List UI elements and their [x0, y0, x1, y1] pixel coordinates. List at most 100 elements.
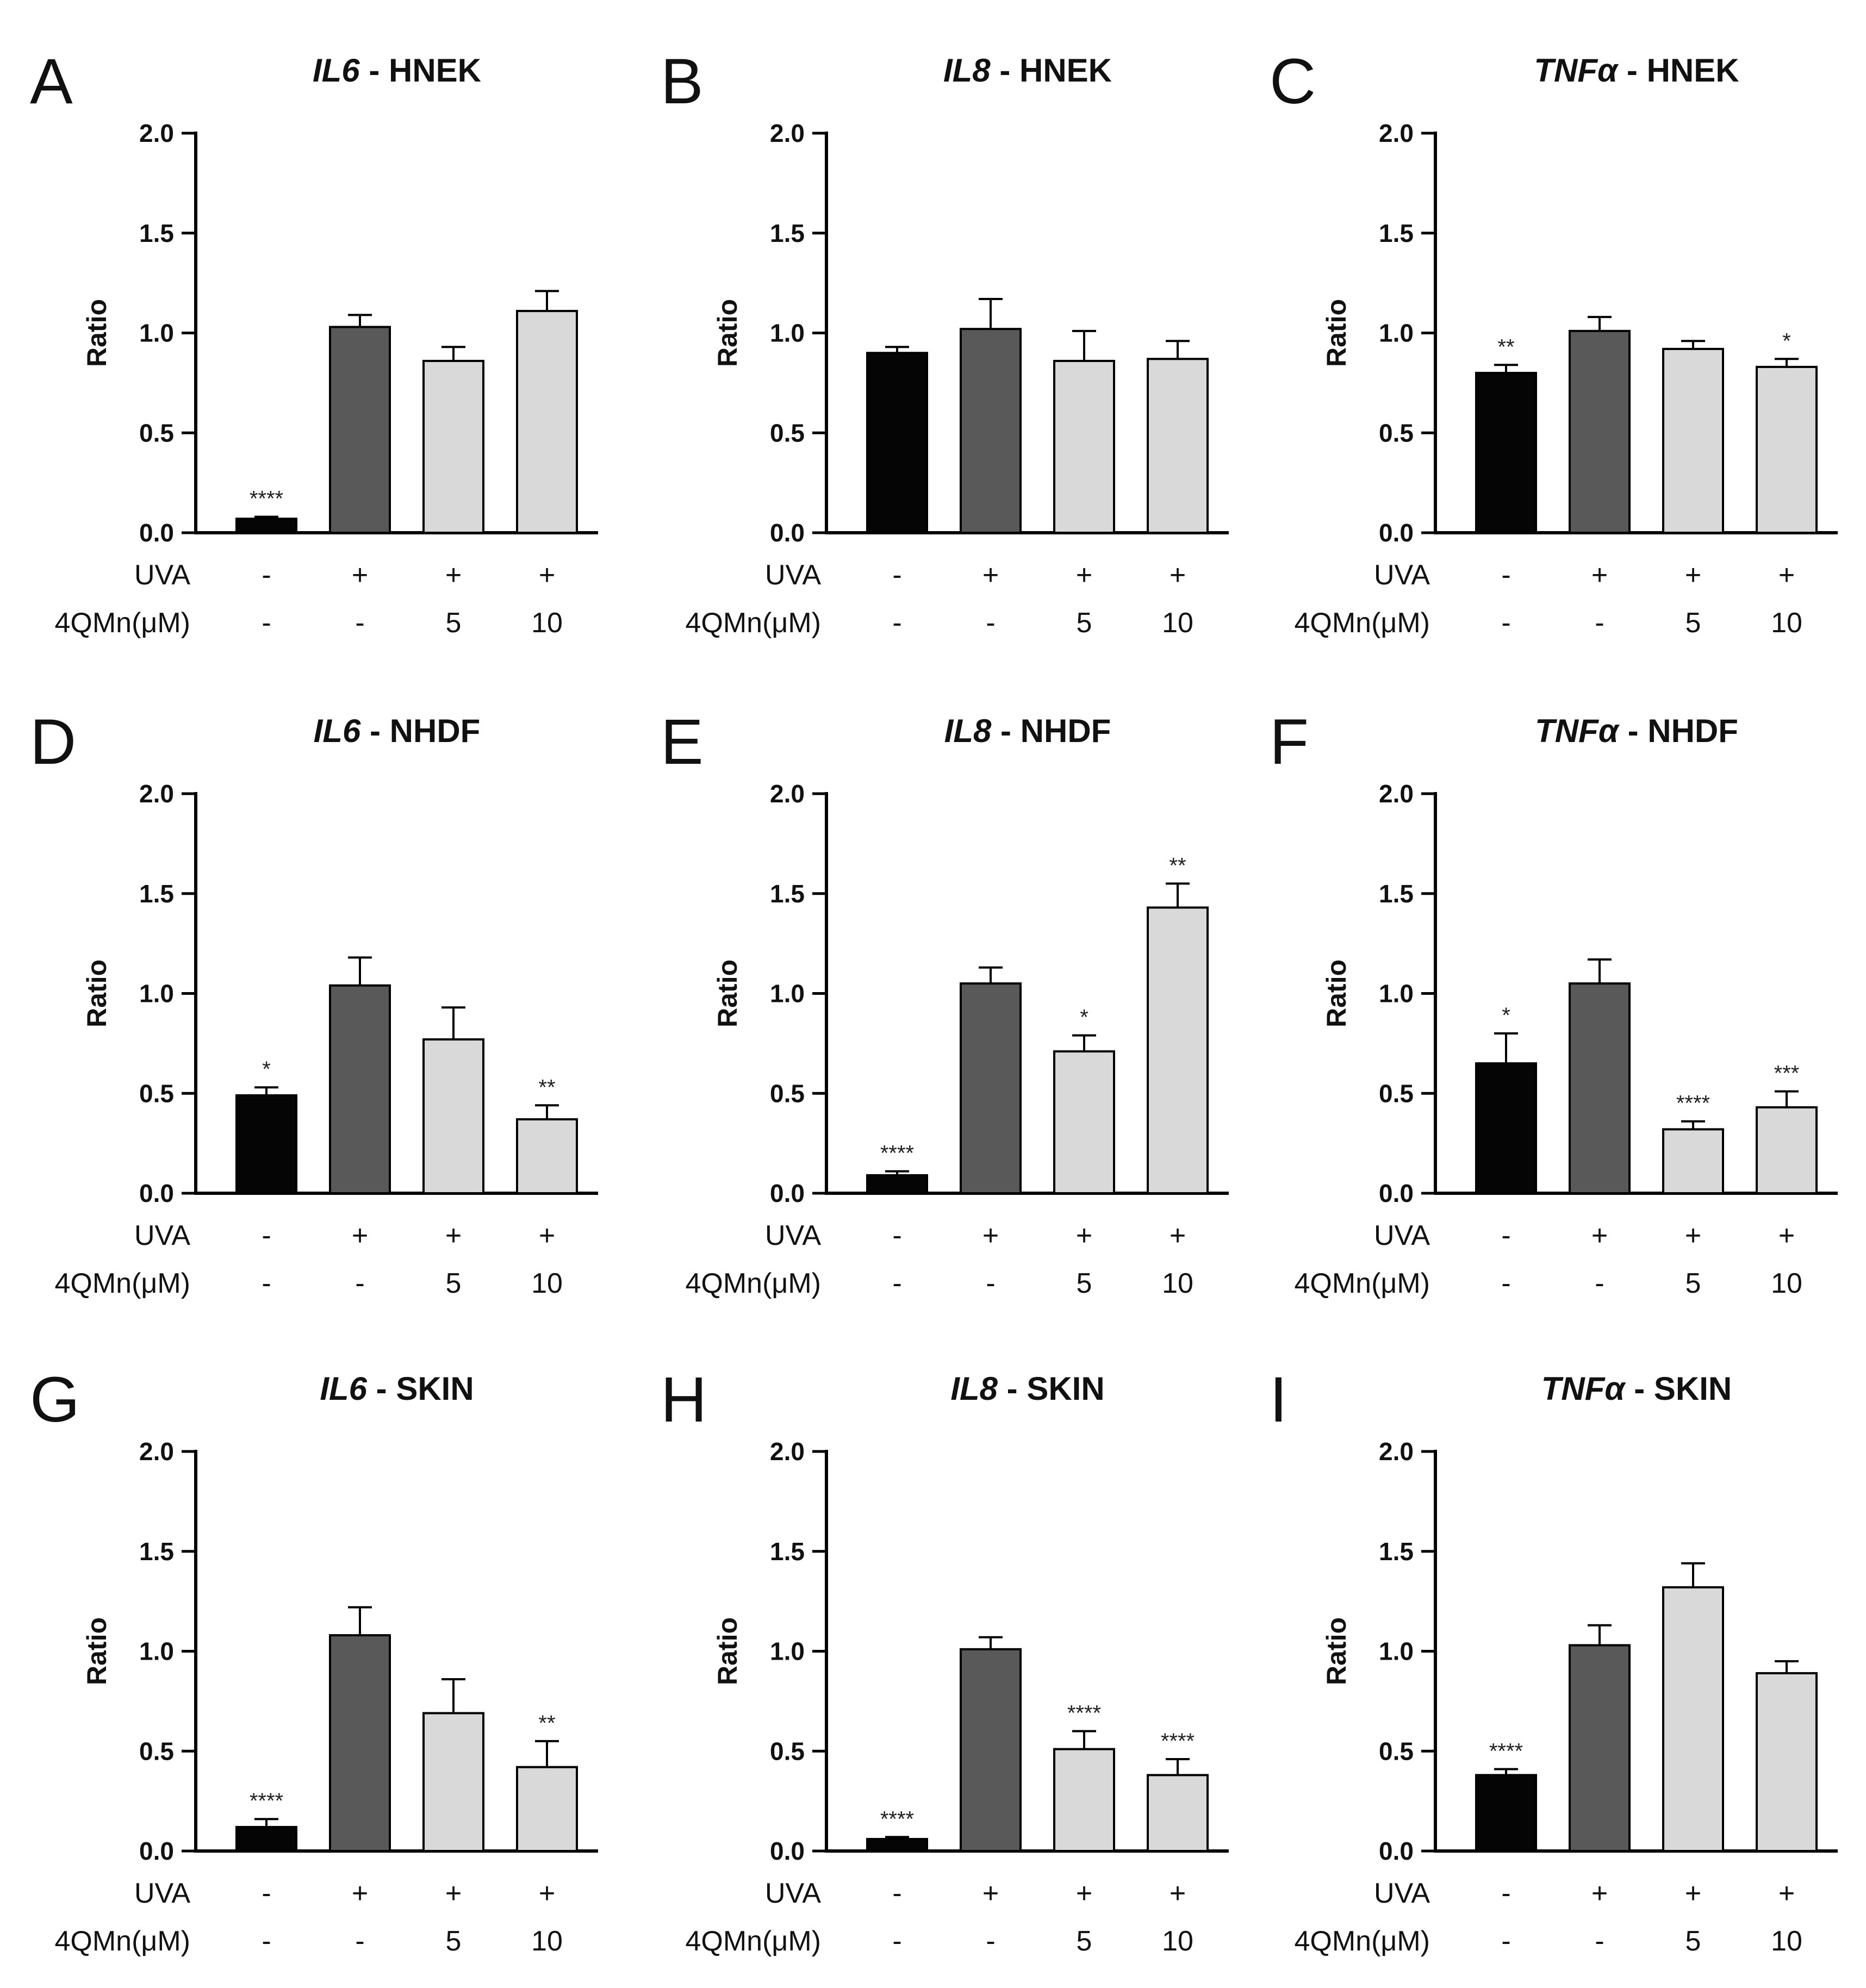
- y-tick-label: 0.0: [1379, 1837, 1414, 1865]
- y-tick-label: 0.0: [139, 1837, 174, 1865]
- y-tick-label: 0.5: [770, 1079, 805, 1107]
- condition-cell: 10: [1771, 1268, 1802, 1299]
- bar-+/-: [329, 1634, 391, 1853]
- condition-cell: +: [1591, 1220, 1608, 1251]
- title-gene: IL8: [944, 713, 992, 749]
- y-axis-title: Ratio: [1321, 959, 1352, 1027]
- y-tick-label: 1.0: [1379, 980, 1414, 1008]
- condition-cell: 5: [446, 1925, 462, 1957]
- condition-cell: 5: [1685, 1268, 1701, 1299]
- y-tick-label: 0.5: [139, 1737, 174, 1765]
- bar-+/10: [1147, 1774, 1209, 1853]
- condition-cell: -: [892, 1878, 901, 1909]
- bar--/-: [1475, 1062, 1537, 1194]
- title-gene: TNFα: [1534, 52, 1619, 89]
- condition-cell: +: [539, 1220, 555, 1251]
- title-suffix: - NHDF: [1619, 713, 1738, 749]
- y-tick-label: 1.0: [139, 319, 174, 347]
- chart-panel-f: F TNFα - NHDFRatio0.00.51.01.52.0********…: [1270, 706, 1838, 1299]
- significance-mark: *: [1782, 329, 1791, 353]
- panel-letter: E: [661, 706, 704, 778]
- chart-panel-g: G IL6 - SKINRatio0.00.51.01.52.0******UVA…: [30, 1364, 598, 1957]
- y-axis-title: Ratio: [712, 1617, 743, 1685]
- condition-cell: 10: [531, 1925, 563, 1957]
- y-axis-title: Ratio: [1321, 1617, 1352, 1685]
- title-suffix: - SKIN: [998, 1370, 1105, 1407]
- title-gene: TNFα: [1535, 713, 1620, 749]
- condition-cell: +: [352, 559, 368, 591]
- condition-row-label: 4QMn(μM): [54, 1925, 190, 1957]
- panel-letter: H: [661, 1364, 707, 1436]
- condition-cell: -: [262, 1268, 271, 1299]
- significance-mark: ****: [880, 1807, 914, 1831]
- title-gene: IL6: [320, 1370, 367, 1407]
- title-gene: IL6: [313, 52, 360, 89]
- bar-+/10: [516, 1766, 578, 1852]
- y-tick-label: 1.0: [1379, 1637, 1414, 1666]
- bar-+/10: [1147, 906, 1209, 1194]
- condition-cell: 10: [531, 607, 563, 639]
- condition-cell: +: [1076, 559, 1092, 591]
- significance-mark: *: [262, 1057, 271, 1081]
- y-tick-label: 2.0: [139, 119, 174, 147]
- chart-title: TNFα - NHDF: [1535, 713, 1738, 749]
- condition-cell: +: [1591, 559, 1608, 591]
- y-tick-label: 0.5: [1379, 1737, 1414, 1765]
- y-tick-label: 0.5: [770, 419, 805, 447]
- chart-title: IL8 - NHDF: [944, 713, 1111, 749]
- condition-cell: +: [1170, 1878, 1186, 1909]
- condition-cell: -: [262, 559, 271, 591]
- y-tick-label: 0.5: [1379, 1079, 1414, 1107]
- condition-cell: -: [1501, 1925, 1510, 1957]
- condition-row-label: UVA: [1374, 1878, 1430, 1909]
- title-suffix: - HNEK: [1618, 52, 1739, 89]
- y-tick-label: 1.0: [770, 1637, 805, 1666]
- y-tick-label: 1.5: [770, 880, 805, 908]
- condition-cell: -: [892, 1220, 901, 1251]
- y-tick-label: 1.5: [139, 880, 174, 908]
- y-tick-label: 2.0: [139, 1437, 174, 1466]
- bar-+/-: [960, 982, 1022, 1194]
- bar-+/-: [329, 326, 391, 534]
- condition-cell: +: [982, 1878, 999, 1909]
- condition-cell: -: [986, 1268, 995, 1299]
- bar--/-: [1475, 372, 1537, 534]
- bar-+/10: [516, 310, 578, 534]
- y-tick-label: 1.5: [139, 219, 174, 247]
- condition-cell: 10: [1771, 1925, 1802, 1957]
- condition-cell: +: [445, 1220, 462, 1251]
- significance-mark: ****: [1676, 1092, 1710, 1115]
- y-tick-label: 2.0: [1379, 1437, 1414, 1466]
- condition-cell: -: [355, 1925, 364, 1957]
- condition-cell: -: [262, 1878, 271, 1909]
- y-tick-label: 1.5: [1379, 880, 1414, 908]
- condition-cell: +: [1685, 1220, 1701, 1251]
- condition-row-label: 4QMn(μM): [685, 1268, 821, 1299]
- condition-row-label: UVA: [134, 559, 190, 591]
- bar-+/5: [422, 359, 484, 534]
- bar-+/-: [1569, 982, 1631, 1194]
- y-tick-label: 1.0: [139, 1637, 174, 1666]
- y-axis-title: Ratio: [82, 959, 112, 1027]
- condition-cell: +: [1170, 559, 1186, 591]
- condition-row-label: UVA: [1374, 559, 1430, 591]
- condition-cell: -: [892, 559, 901, 591]
- condition-cell: 10: [1771, 607, 1802, 639]
- condition-cell: +: [1778, 559, 1795, 591]
- panel-letter: I: [1270, 1364, 1287, 1436]
- bar--/-: [235, 1094, 297, 1195]
- condition-cell: +: [1778, 1220, 1795, 1251]
- y-tick-label: 0.0: [139, 1179, 174, 1207]
- significance-mark: ****: [1161, 1729, 1195, 1753]
- significance-mark: **: [538, 1075, 555, 1099]
- bar--/-: [866, 1174, 928, 1195]
- condition-cell: -: [262, 1925, 271, 1957]
- bar-+/5: [1053, 359, 1115, 534]
- panel-letter: C: [1270, 46, 1316, 117]
- chart-title: IL8 - SKIN: [950, 1370, 1104, 1407]
- title-suffix: - SKIN: [367, 1370, 474, 1407]
- chart-title: IL6 - NHDF: [314, 713, 481, 749]
- title-suffix: - NHDF: [360, 713, 480, 749]
